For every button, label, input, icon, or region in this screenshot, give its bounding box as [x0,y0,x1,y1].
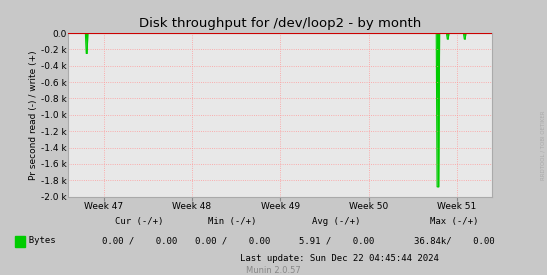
Title: Disk throughput for /dev/loop2 - by month: Disk throughput for /dev/loop2 - by mont… [139,17,421,31]
Text: 5.91 /    0.00: 5.91 / 0.00 [299,236,374,245]
Text: Min (-/+): Min (-/+) [208,217,257,226]
Text: Cur (-/+): Cur (-/+) [115,217,164,226]
Y-axis label: Pr second read (-) / write (+): Pr second read (-) / write (+) [30,50,38,180]
Text: 36.84k/    0.00: 36.84k/ 0.00 [414,236,494,245]
Text: Munin 2.0.57: Munin 2.0.57 [246,266,301,275]
Text: Bytes: Bytes [18,236,56,245]
Text: 0.00 /    0.00: 0.00 / 0.00 [102,236,177,245]
Text: Max (-/+): Max (-/+) [430,217,478,226]
Text: Last update: Sun Dec 22 04:45:44 2024: Last update: Sun Dec 22 04:45:44 2024 [240,254,439,263]
Text: 0.00 /    0.00: 0.00 / 0.00 [195,236,270,245]
Text: RRDTOOL / TOBI OETIKER: RRDTOOL / TOBI OETIKER [540,110,546,180]
Text: Avg (-/+): Avg (-/+) [312,217,360,226]
